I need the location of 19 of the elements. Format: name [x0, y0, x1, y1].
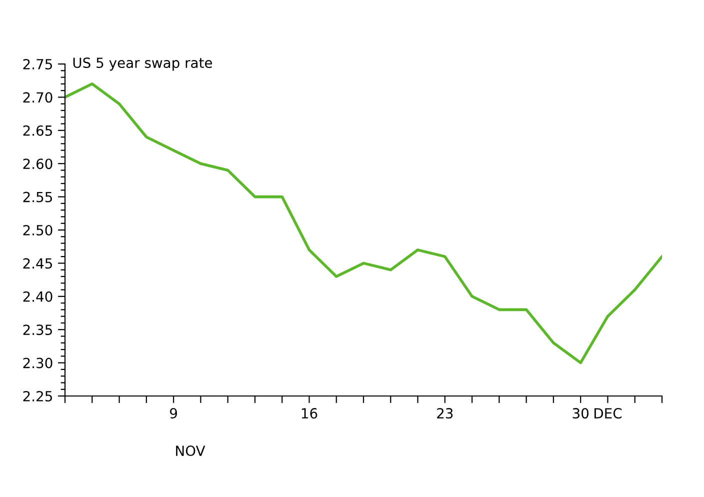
- y-tick-label: 2.60: [23, 158, 52, 170]
- y-tick-label: 2.55: [23, 192, 52, 202]
- x-tick-label: 30: [572, 408, 589, 419]
- x-tick-label: 23: [437, 408, 453, 419]
- y-tick-label: 2.40: [23, 291, 52, 302]
- y-tick-label: 2.75: [23, 58, 52, 70]
- y-tick-label: 2.45: [23, 258, 52, 269]
- x-tick-label: 9: [170, 408, 177, 419]
- chart-title: US 5 year swap rate: [73, 58, 212, 71]
- y-tick-label: 2.65: [23, 125, 52, 136]
- y-tick-label: 2.70: [23, 92, 52, 103]
- y-tick-label: 2.35: [23, 324, 52, 336]
- y-tick-label: 2.50: [23, 224, 52, 236]
- y-tick-label: 2.30: [23, 358, 52, 368]
- x-tick-label: 16: [302, 408, 318, 419]
- text: NOV: [176, 446, 206, 456]
- x-tick-label: DEC: [594, 408, 622, 419]
- y-tick-label: 2.25: [23, 390, 52, 402]
- line-series: [65, 82, 662, 364]
